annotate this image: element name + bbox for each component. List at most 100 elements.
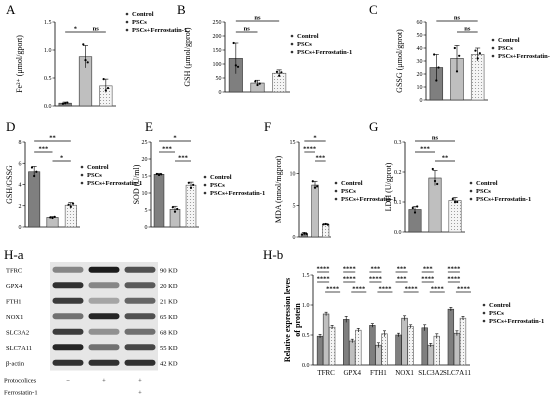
sig-label-H-b-2-2: **** (378, 286, 391, 293)
panel-A: A 0.0 0.5 1.0 1.5 Fe²⁺ (μmol/gport) * ns Control… (6, 2, 187, 110)
blot-band-6-1 (88, 359, 120, 366)
y-tick-label-B-0: 0 (219, 90, 222, 96)
y-tick-label-C-1: 10 (417, 85, 423, 91)
y-axis-title-H-b-0: Relative expression leves (283, 278, 292, 362)
point-D-2-0 (67, 203, 70, 206)
blot-protein-label-0: TFRC (6, 267, 22, 274)
y-tick-label-B-2: 100 (213, 62, 222, 68)
legend-label-D-1: PSCs (87, 172, 102, 179)
legend-label-H-b-2: PSCs+Ferrostatin-1 (489, 318, 544, 325)
sig-label-C-1: ns (464, 26, 471, 33)
point-F-2-2 (326, 223, 329, 226)
x-tick-label-H-b-0: TFRC (317, 369, 335, 377)
sig-label-G-0: ns (432, 135, 439, 142)
blot-band-2-0 (52, 297, 84, 304)
sig-label-H-b-2-1: **** (369, 276, 382, 283)
point-D-1-0 (49, 216, 52, 219)
y-tick-label-E-1: 5 (145, 208, 148, 214)
blot-band-5-1 (88, 344, 120, 351)
bar-H-b-5-1 (453, 332, 461, 366)
legend-label-F-1: PSCs (341, 188, 356, 195)
point-B-0-2 (236, 65, 240, 68)
point-F-1-0 (311, 180, 314, 183)
bar-H-b-5-0 (447, 308, 455, 366)
bar-H-b-2-2 (381, 333, 388, 366)
point-E-0-2 (160, 173, 163, 176)
point-C-0-1 (435, 79, 438, 82)
legend-marker-B-2 (290, 50, 294, 54)
point-G-1-1 (433, 179, 437, 183)
y-tick-label-B-5: 250 (213, 20, 222, 26)
y-tick-label-B-4: 200 (213, 34, 222, 40)
point-B-1-1 (256, 83, 259, 87)
y-tick-label-E-2: 10 (142, 191, 148, 197)
y-tick-label-F-0: 0 (293, 235, 296, 241)
y-tick-label-C-0: 0 (420, 98, 423, 104)
blot-size-label-2: 21 KD (160, 298, 178, 305)
point-C-2-1 (476, 57, 479, 60)
point-F-2-1 (324, 222, 327, 226)
legend-marker-D-0 (80, 165, 84, 169)
bar-H-b-0-1 (322, 313, 330, 366)
legend-marker-E-0 (203, 175, 207, 179)
western-blot-panel: H-a TFRC 90 KD GPX4 20 KD FTH1 21 KD NOX1 65 KD S… (4, 247, 178, 397)
legend-marker-B-0 (290, 34, 294, 38)
y-tick-label-H-b-1: 0.5 (302, 333, 310, 339)
y-tick-label-G-2: 0.2 (394, 170, 402, 176)
y-axis-title-H-b-1: of protein (293, 303, 302, 337)
legend-marker-D-1 (80, 173, 84, 177)
point-G-2-1 (453, 200, 457, 204)
point-C-2-2 (478, 52, 481, 55)
point-C-1-1 (455, 70, 459, 73)
blot-condition-label-0: Protocolices (4, 378, 37, 385)
sig-label-D-0: ** (49, 135, 56, 142)
blot-band-1-0 (52, 282, 84, 289)
blot-size-label-1: 20 KD (160, 283, 178, 290)
sig-label-G-1: *** (420, 146, 430, 153)
legend-label-G-0: Control (476, 180, 498, 187)
y-tick-label-D-3: 6 (19, 161, 22, 167)
point-F-2-0 (322, 223, 325, 226)
point-G-1-0 (431, 167, 434, 171)
y-axis-title-D: GSH/GSSG (5, 165, 14, 204)
point-F-0-2 (305, 232, 308, 235)
point-E-2-2 (192, 183, 195, 186)
blot-condition-mark-0-2: + (138, 378, 142, 385)
point-B-2-1 (278, 74, 281, 77)
point-C-0-0 (433, 53, 436, 56)
sig-label-H-b-5-2: **** (457, 286, 470, 293)
point-B-2-0 (275, 70, 279, 73)
sig-label-B-1: ns (244, 26, 251, 33)
sig-label-H-b-4-2: **** (431, 286, 444, 293)
y-tick-label-E-0: 0 (145, 225, 148, 231)
legend-marker-H-b-1 (482, 311, 486, 315)
y-tick-label-C-2: 20 (417, 72, 423, 78)
legend-label-A-0: Control (132, 11, 154, 18)
blot-protein-label-6: β-actin (6, 360, 25, 367)
legend-marker-C-2 (491, 54, 495, 58)
sig-label-D-1: *** (38, 146, 48, 153)
sig-label-H-b-3-1: *** (397, 276, 407, 283)
sig-label-F-2: *** (315, 155, 325, 162)
blot-size-label-0: 90 KD (160, 267, 178, 274)
panel-D: D02468GSH/GSSG******ControlPSCsPSCs+Ferr… (5, 119, 142, 231)
sig-label-H-b-5-1: **** (447, 276, 460, 283)
point-D-2-1 (69, 205, 72, 208)
y-tick-label-C-6: 60 (417, 20, 423, 26)
y-tick-label-A-2: 1.0 (44, 48, 52, 54)
point-G-2-0 (451, 197, 454, 201)
legend-marker-H-b-0 (482, 303, 486, 307)
point-A-2-1 (104, 89, 107, 92)
legend-marker-A-0 (125, 12, 129, 16)
sig-label-H-b-4-0: *** (423, 266, 433, 273)
legend-label-A-1: PSCs (132, 19, 147, 26)
y-tick-label-H-b-3: 1.5 (302, 273, 310, 279)
point-F-0-0 (301, 233, 304, 236)
sig-label-E-1: *** (162, 146, 172, 153)
bar-F-1 (311, 184, 319, 238)
point-B-2-2 (280, 71, 283, 74)
bar-C-2 (470, 54, 485, 101)
